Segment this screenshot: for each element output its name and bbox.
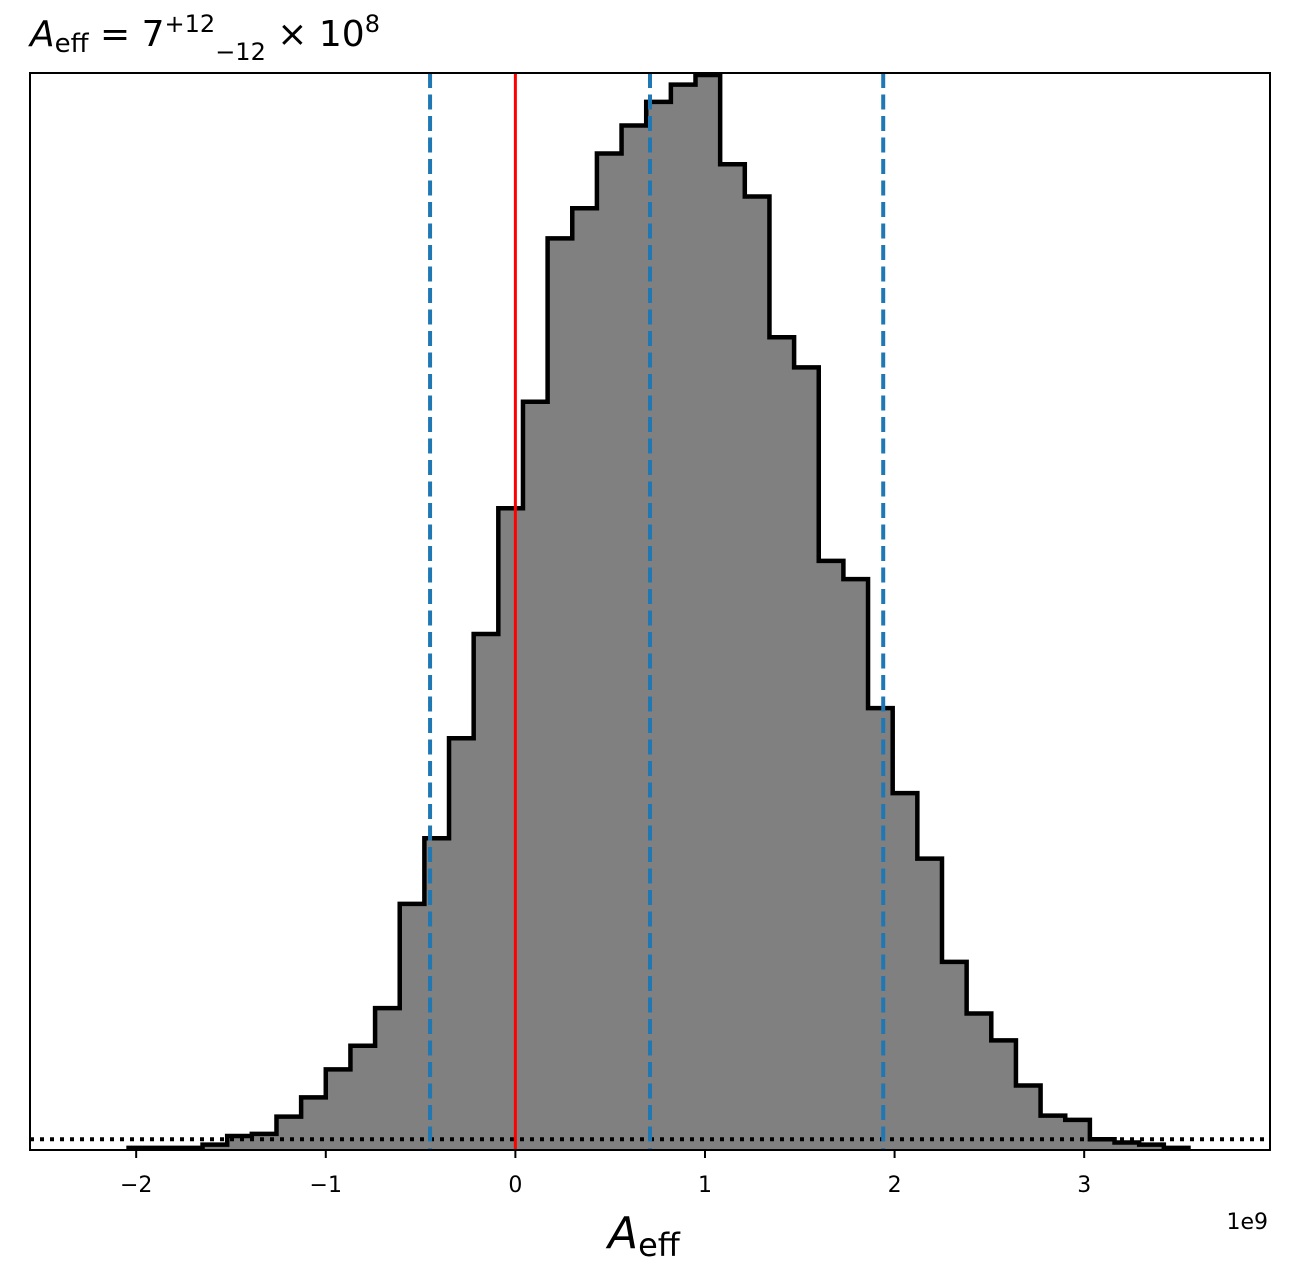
x-axis-label-subscript: eff: [638, 1226, 681, 1264]
histogram-bar: [670, 84, 697, 1150]
x-axis-offset-label: 1e9: [1226, 1210, 1268, 1235]
histogram-bar: [1040, 1115, 1066, 1150]
histogram-bar: [375, 1008, 401, 1150]
x-tick-label: −2: [120, 1173, 152, 1198]
histogram-bar: [202, 1144, 228, 1150]
title-times: ×: [266, 14, 319, 55]
histogram-bar: [892, 793, 918, 1150]
histogram-bar: [1114, 1142, 1140, 1150]
title-power-base: 10: [319, 14, 365, 55]
title-symbol-subscript: eff: [55, 29, 90, 59]
title-upper-error: +12: [165, 10, 216, 38]
histogram-bar: [325, 1069, 351, 1150]
histogram-bar: [572, 208, 598, 1150]
reference-vlines: [428, 73, 886, 1150]
histogram-outline: [126, 73, 1191, 1150]
x-tick-label: 3: [1077, 1173, 1091, 1198]
histogram-bar: [547, 238, 573, 1150]
histogram-bar: [1065, 1119, 1091, 1150]
histogram-bar: [424, 838, 450, 1150]
histogram-bar: [251, 1133, 277, 1150]
histogram-bar: [744, 196, 770, 1150]
histogram-bar: [917, 858, 943, 1150]
histogram-bar: [621, 125, 647, 1150]
x-axis-ticks: −2 −1 0 1 2 3: [120, 1150, 1091, 1198]
x-tick-label: 2: [888, 1173, 902, 1198]
x-tick-label: 1: [698, 1173, 712, 1198]
x-tick-label: −1: [310, 1173, 342, 1198]
histogram-bar: [941, 961, 968, 1150]
histogram-bar: [1015, 1085, 1042, 1150]
histogram-bar: [473, 634, 499, 1150]
histogram-bar: [350, 1045, 376, 1150]
histogram-bar: [399, 903, 425, 1150]
histogram-bar: [794, 367, 820, 1150]
title-equals: =: [89, 14, 142, 55]
histogram-bar: [818, 560, 844, 1150]
title-lower-error: −12: [215, 38, 266, 66]
histogram-bars: [128, 75, 1189, 1150]
histogram-bar: [449, 738, 475, 1150]
chart-title: Aeff = 7+12−12 × 108: [28, 10, 380, 66]
histogram-bar: [301, 1097, 327, 1150]
x-tick-label: 0: [508, 1173, 522, 1198]
histogram-bar: [276, 1116, 302, 1150]
histogram-bar: [522, 401, 549, 1150]
histogram-bar: [720, 164, 746, 1150]
histogram-bar: [498, 508, 524, 1150]
x-axis-label: Aeff: [605, 1208, 681, 1264]
plot-frame: [29, 72, 1271, 1151]
histogram-bar: [769, 337, 795, 1150]
plot-area: [30, 73, 1270, 1150]
x-axis-label-symbol: A: [605, 1208, 638, 1259]
title-median-value: 7: [142, 14, 165, 55]
histogram-bar: [1139, 1144, 1165, 1150]
histogram-bar: [966, 1013, 992, 1150]
histogram-bar: [991, 1040, 1017, 1150]
histogram-bar: [843, 579, 869, 1150]
histogram-bar: [695, 75, 721, 1150]
histogram-bar: [868, 708, 894, 1150]
title-power-exponent: 8: [365, 10, 380, 38]
title-symbol: A: [28, 14, 55, 55]
histogram-bar: [1089, 1139, 1116, 1150]
histogram-bar: [596, 153, 623, 1150]
